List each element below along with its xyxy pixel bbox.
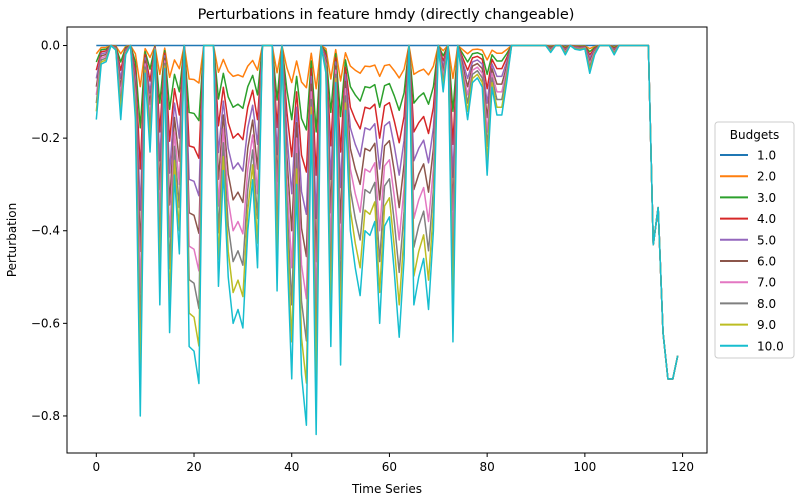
legend-label-budget-7.0: 7.0 <box>757 276 776 290</box>
legend-label-budget-9.0: 9.0 <box>757 318 776 332</box>
legend-title: Budgets <box>730 128 779 142</box>
y-tick-label: −0.6 <box>31 316 60 330</box>
chart-title: Perturbations in feature hmdy (directly … <box>198 7 575 23</box>
x-tick-label: 60 <box>382 460 397 474</box>
legend-label-budget-1.0: 1.0 <box>757 149 776 163</box>
legend-label-budget-6.0: 6.0 <box>757 255 776 269</box>
plot-area-frame <box>66 26 708 454</box>
x-tick-label: 100 <box>573 460 596 474</box>
x-tick-label: 0 <box>92 460 100 474</box>
series-line-budget-10.0 <box>95 44 679 436</box>
series-layer <box>95 44 679 436</box>
y-tick-label: −0.2 <box>31 131 60 145</box>
y-axis-title: Perturbation <box>5 203 19 277</box>
legend-label-budget-5.0: 5.0 <box>757 233 776 247</box>
legend-label-budget-3.0: 3.0 <box>757 191 776 205</box>
legend-items: 1.0 2.0 3.0 4.0 5.0 6.0 7.0 8.0 9.0 10.0 <box>720 149 784 353</box>
legend-frame <box>714 121 795 359</box>
legend-label-budget-10.0: 10.0 <box>757 339 784 353</box>
y-tick-label: −0.8 <box>31 409 60 423</box>
x-tick-label: 80 <box>480 460 495 474</box>
legend-label-budget-2.0: 2.0 <box>757 170 776 184</box>
y-tick-label: 0.0 <box>41 39 60 53</box>
x-axis-title: Time Series <box>351 482 422 496</box>
x-tick-label: 40 <box>284 460 299 474</box>
y-axis: 0.0 −0.2 −0.4 −0.6 −0.8 <box>31 39 67 423</box>
x-tick-label: 120 <box>671 460 694 474</box>
legend: Budgets 1.0 2.0 3.0 4.0 5.0 6.0 7.0 8.0 9.0 10.0 <box>714 121 795 359</box>
x-tick-label: 20 <box>186 460 201 474</box>
legend-label-budget-8.0: 8.0 <box>757 297 776 311</box>
x-axis: 0 20 40 60 80 100 120 <box>92 453 694 474</box>
legend-label-budget-4.0: 4.0 <box>757 212 776 226</box>
y-tick-label: −0.4 <box>31 224 60 238</box>
